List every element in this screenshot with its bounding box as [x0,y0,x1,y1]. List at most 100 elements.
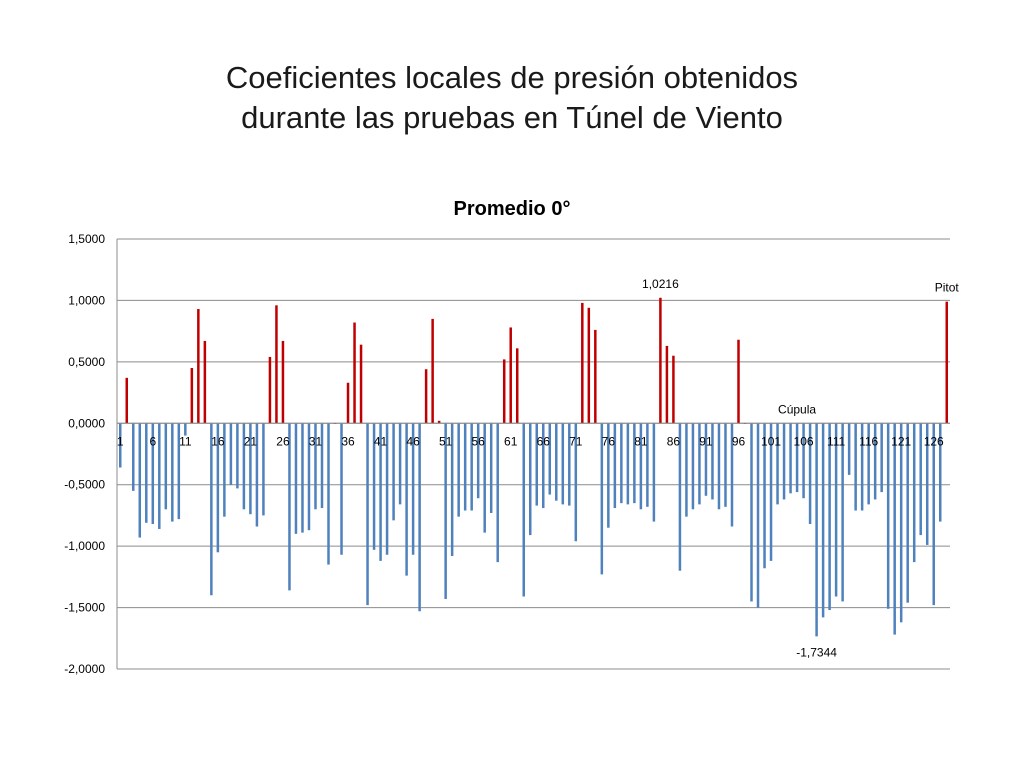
bar [600,423,604,575]
bar [945,301,948,424]
bar [340,423,343,555]
y-tick-label: -2,0000 [64,662,105,676]
bar [854,423,857,511]
bar [197,309,200,424]
bar [431,318,434,424]
bar [613,423,617,509]
bar [262,423,265,516]
bar [555,423,558,501]
x-tick-label: 21 [244,434,258,448]
bar [529,423,532,536]
bar [776,423,779,505]
bar [398,423,402,505]
bar [255,423,259,527]
x-tick-label: 11 [179,434,192,448]
y-tick-label: -1,5000 [64,601,105,615]
bar [548,423,552,495]
x-tick-label: 71 [569,434,583,448]
bar [763,423,766,569]
bar [476,423,480,499]
x-tick-label: 101 [761,434,781,448]
bar [815,423,818,637]
bar [411,423,415,555]
bar [912,423,916,563]
bar [450,423,454,556]
bar [594,329,597,424]
bar [782,423,786,500]
y-axis: 1,5000 1,0000 0,5000 0,0000 -0,5000 -1,0000 -1… [64,232,118,676]
bar [750,423,753,602]
bar [359,344,363,424]
x-tick-label: 16 [211,434,225,448]
annotations: 1,0216 Pitot Cúpula -1,7344 [642,277,959,660]
bar [483,423,486,533]
x-tick-label: 26 [276,434,290,448]
bar [372,423,376,550]
bar [502,359,506,424]
chart-title: Promedio 0° [454,198,571,220]
bar [268,356,272,424]
bar [906,423,909,603]
data-annotation: Cúpula [778,402,816,416]
bar [489,423,493,513]
bar [470,423,473,511]
bar [385,423,389,555]
bar [463,423,467,511]
bar [327,423,330,565]
bar [587,307,591,424]
x-tick-label: 106 [794,434,814,448]
bar [171,423,174,522]
bar [808,423,812,525]
bar [834,423,838,597]
x-tick-label: 51 [439,434,453,448]
bars [119,297,948,637]
x-tick-label: 86 [667,434,681,448]
bar [724,423,727,507]
x-tick-label: 56 [472,434,486,448]
bar [893,423,896,635]
x-tick-label: 61 [504,434,518,448]
bar [574,423,578,542]
bar [223,423,226,517]
bar [184,423,187,436]
gridlines [117,238,950,670]
bar [672,355,675,424]
bar [711,423,714,500]
bar [509,327,512,424]
bar [626,423,630,505]
bar [236,423,239,489]
y-tick-label: 1,5000 [68,232,105,246]
bar [932,423,935,606]
bar [522,423,525,597]
bar [704,423,708,496]
y-tick-label: 0,5000 [68,355,105,369]
bar [665,345,669,424]
y-tick-label: 1,0000 [68,293,105,307]
bar [620,423,623,504]
x-tick-label: 41 [374,434,388,448]
x-tick-label: 111 [827,434,846,448]
slide-title: Coeficientes locales de presión obtenido… [0,58,1024,138]
bar [418,423,421,612]
bar [841,423,844,602]
y-tick-label: 0,0000 [68,416,105,430]
bar [847,423,851,475]
bar [730,423,734,527]
bar [873,423,877,500]
bar [652,423,656,522]
bar [633,423,636,504]
bar [659,297,662,424]
bar [379,423,382,561]
bar [685,423,688,517]
data-annotation: -1,7344 [796,645,837,659]
bar [568,423,571,506]
x-tick-label: 76 [602,434,616,448]
bar [639,423,643,510]
bar [320,423,324,509]
x-tick-label: 1 [117,434,124,448]
data-annotation: 1,0216 [642,277,679,291]
bar [795,423,799,493]
bar [164,423,168,510]
bar [717,423,721,510]
